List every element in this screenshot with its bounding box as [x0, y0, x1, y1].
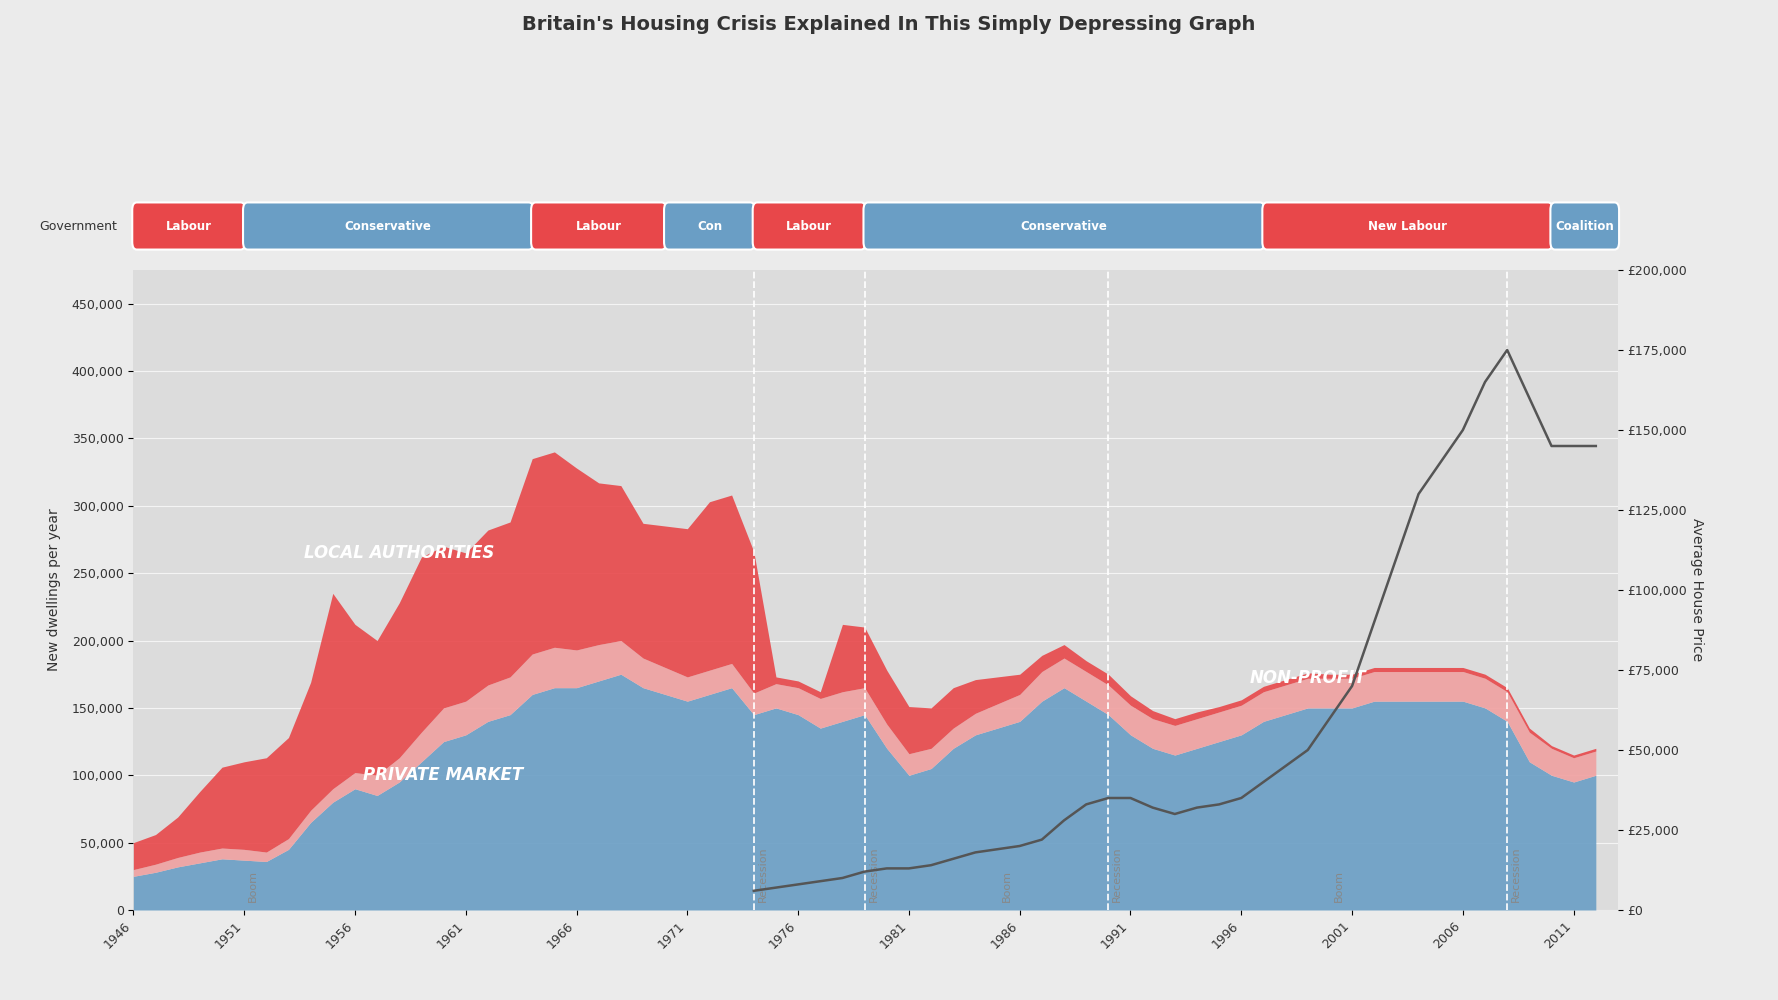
FancyBboxPatch shape: [663, 202, 756, 250]
Text: Coalition: Coalition: [1556, 220, 1614, 232]
FancyBboxPatch shape: [1262, 202, 1552, 250]
Text: Recession: Recession: [868, 846, 878, 902]
Y-axis label: Average House Price: Average House Price: [1691, 518, 1703, 662]
Text: PRIVATE MARKET: PRIVATE MARKET: [363, 766, 525, 784]
Text: Con: Con: [697, 220, 722, 232]
Text: Labour: Labour: [786, 220, 832, 232]
Y-axis label: New dwellings per year: New dwellings per year: [46, 509, 60, 671]
Text: Recession: Recession: [1511, 846, 1520, 902]
Text: Labour: Labour: [576, 220, 622, 232]
Text: NON-PROFIT: NON-PROFIT: [1250, 669, 1366, 687]
FancyBboxPatch shape: [132, 202, 245, 250]
FancyBboxPatch shape: [532, 202, 667, 250]
Text: Conservative: Conservative: [345, 220, 432, 232]
Text: LOCAL AUTHORITIES: LOCAL AUTHORITIES: [304, 544, 494, 562]
Text: Recession: Recession: [1113, 846, 1122, 902]
FancyBboxPatch shape: [752, 202, 866, 250]
Text: Recession: Recession: [757, 846, 768, 902]
Text: Government: Government: [39, 220, 117, 232]
Text: New Labour: New Labour: [1367, 220, 1447, 232]
Text: Conservative: Conservative: [1021, 220, 1108, 232]
Text: Labour: Labour: [165, 220, 212, 232]
FancyBboxPatch shape: [244, 202, 533, 250]
Text: Boom: Boom: [1001, 870, 1012, 902]
Text: Boom: Boom: [247, 870, 258, 902]
FancyBboxPatch shape: [864, 202, 1264, 250]
FancyBboxPatch shape: [1550, 202, 1620, 250]
Text: Boom: Boom: [1334, 870, 1344, 902]
Text: Britain's Housing Crisis Explained In This Simply Depressing Graph: Britain's Housing Crisis Explained In Th…: [523, 15, 1255, 34]
